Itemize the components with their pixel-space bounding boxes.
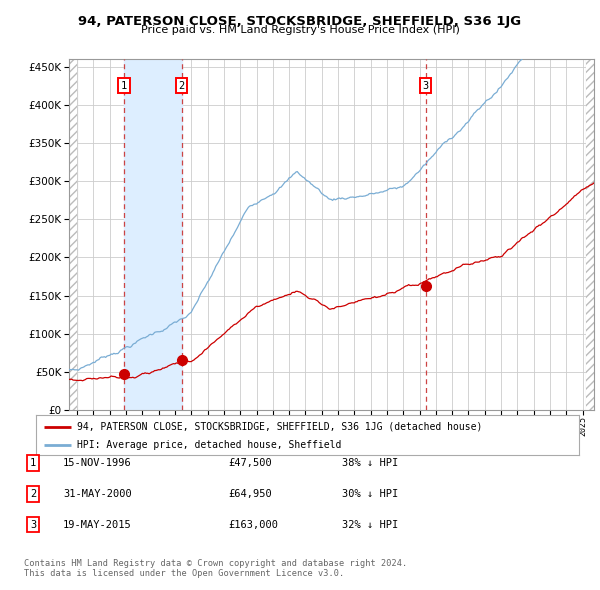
Text: 2: 2 <box>30 489 36 499</box>
Text: 15-NOV-1996: 15-NOV-1996 <box>63 458 132 468</box>
Text: This data is licensed under the Open Government Licence v3.0.: This data is licensed under the Open Gov… <box>24 569 344 578</box>
Text: 32% ↓ HPI: 32% ↓ HPI <box>342 520 398 529</box>
Text: 3: 3 <box>422 81 429 91</box>
Text: 1: 1 <box>30 458 36 468</box>
Bar <box>69 59 77 410</box>
Text: Contains HM Land Registry data © Crown copyright and database right 2024.: Contains HM Land Registry data © Crown c… <box>24 559 407 568</box>
Text: £47,500: £47,500 <box>228 458 272 468</box>
Text: 31-MAY-2000: 31-MAY-2000 <box>63 489 132 499</box>
Bar <box>124 59 182 410</box>
Bar <box>69 59 77 410</box>
Text: 30% ↓ HPI: 30% ↓ HPI <box>342 489 398 499</box>
Text: 2: 2 <box>179 81 185 91</box>
Text: HPI: Average price, detached house, Sheffield: HPI: Average price, detached house, Shef… <box>77 441 341 450</box>
Bar <box>586 59 594 410</box>
Text: 19-MAY-2015: 19-MAY-2015 <box>63 520 132 529</box>
Text: Price paid vs. HM Land Registry's House Price Index (HPI): Price paid vs. HM Land Registry's House … <box>140 25 460 35</box>
Text: 3: 3 <box>30 520 36 529</box>
Text: £64,950: £64,950 <box>228 489 272 499</box>
Text: 1: 1 <box>121 81 127 91</box>
Bar <box>586 59 594 410</box>
Text: 94, PATERSON CLOSE, STOCKSBRIDGE, SHEFFIELD, S36 1JG (detached house): 94, PATERSON CLOSE, STOCKSBRIDGE, SHEFFI… <box>77 422 482 432</box>
Text: 94, PATERSON CLOSE, STOCKSBRIDGE, SHEFFIELD, S36 1JG: 94, PATERSON CLOSE, STOCKSBRIDGE, SHEFFI… <box>79 15 521 28</box>
Text: £163,000: £163,000 <box>228 520 278 529</box>
Text: 38% ↓ HPI: 38% ↓ HPI <box>342 458 398 468</box>
